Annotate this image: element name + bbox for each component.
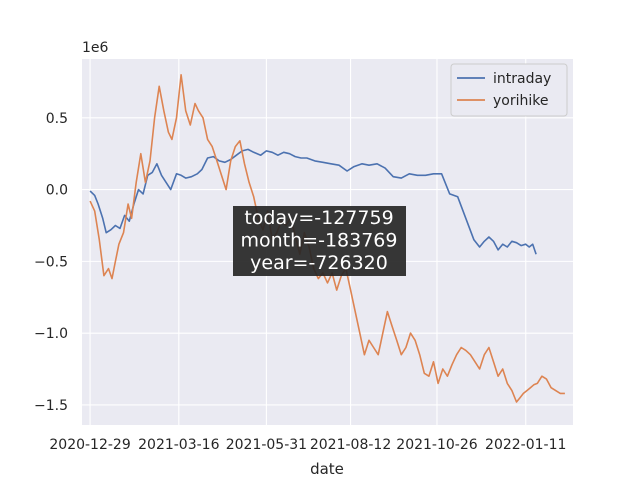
x-axis-title: date bbox=[310, 460, 344, 478]
tick-labels: 2020-12-29 2021-03-16 2021-05-31 2021-08-12… bbox=[34, 111, 566, 453]
x-tick-label: 2021-05-31 bbox=[226, 437, 307, 453]
legend-label: intraday bbox=[493, 71, 551, 87]
y-offset-label: 1e6 bbox=[82, 40, 109, 56]
annotation-background bbox=[233, 206, 406, 276]
legend-label: yorihike bbox=[493, 93, 548, 109]
x-tick-label: 2021-08-12 bbox=[310, 437, 391, 453]
y-tick-label: −1.5 bbox=[34, 398, 68, 414]
y-tick-label: −1.0 bbox=[34, 326, 68, 342]
annotation-line: month=-183769 bbox=[241, 230, 398, 252]
y-tick-label: −0.5 bbox=[34, 254, 68, 270]
annotation-line: year=-726320 bbox=[250, 252, 388, 274]
legend-frame bbox=[450, 63, 568, 117]
x-tick-label: 2022-01-11 bbox=[485, 437, 566, 453]
x-tick-label: 2021-10-26 bbox=[396, 437, 477, 453]
series-layer bbox=[89, 74, 565, 403]
series-line-yorihike bbox=[89, 74, 565, 403]
x-tick-label: 2020-12-29 bbox=[49, 437, 130, 453]
annotation-line: today=-127759 bbox=[244, 207, 393, 229]
y-tick-label: 0.5 bbox=[46, 111, 68, 127]
legend: intraday yorihike bbox=[450, 63, 568, 117]
x-tick-label: 2021-03-16 bbox=[138, 437, 219, 453]
y-tick-label: 0.0 bbox=[46, 183, 68, 199]
